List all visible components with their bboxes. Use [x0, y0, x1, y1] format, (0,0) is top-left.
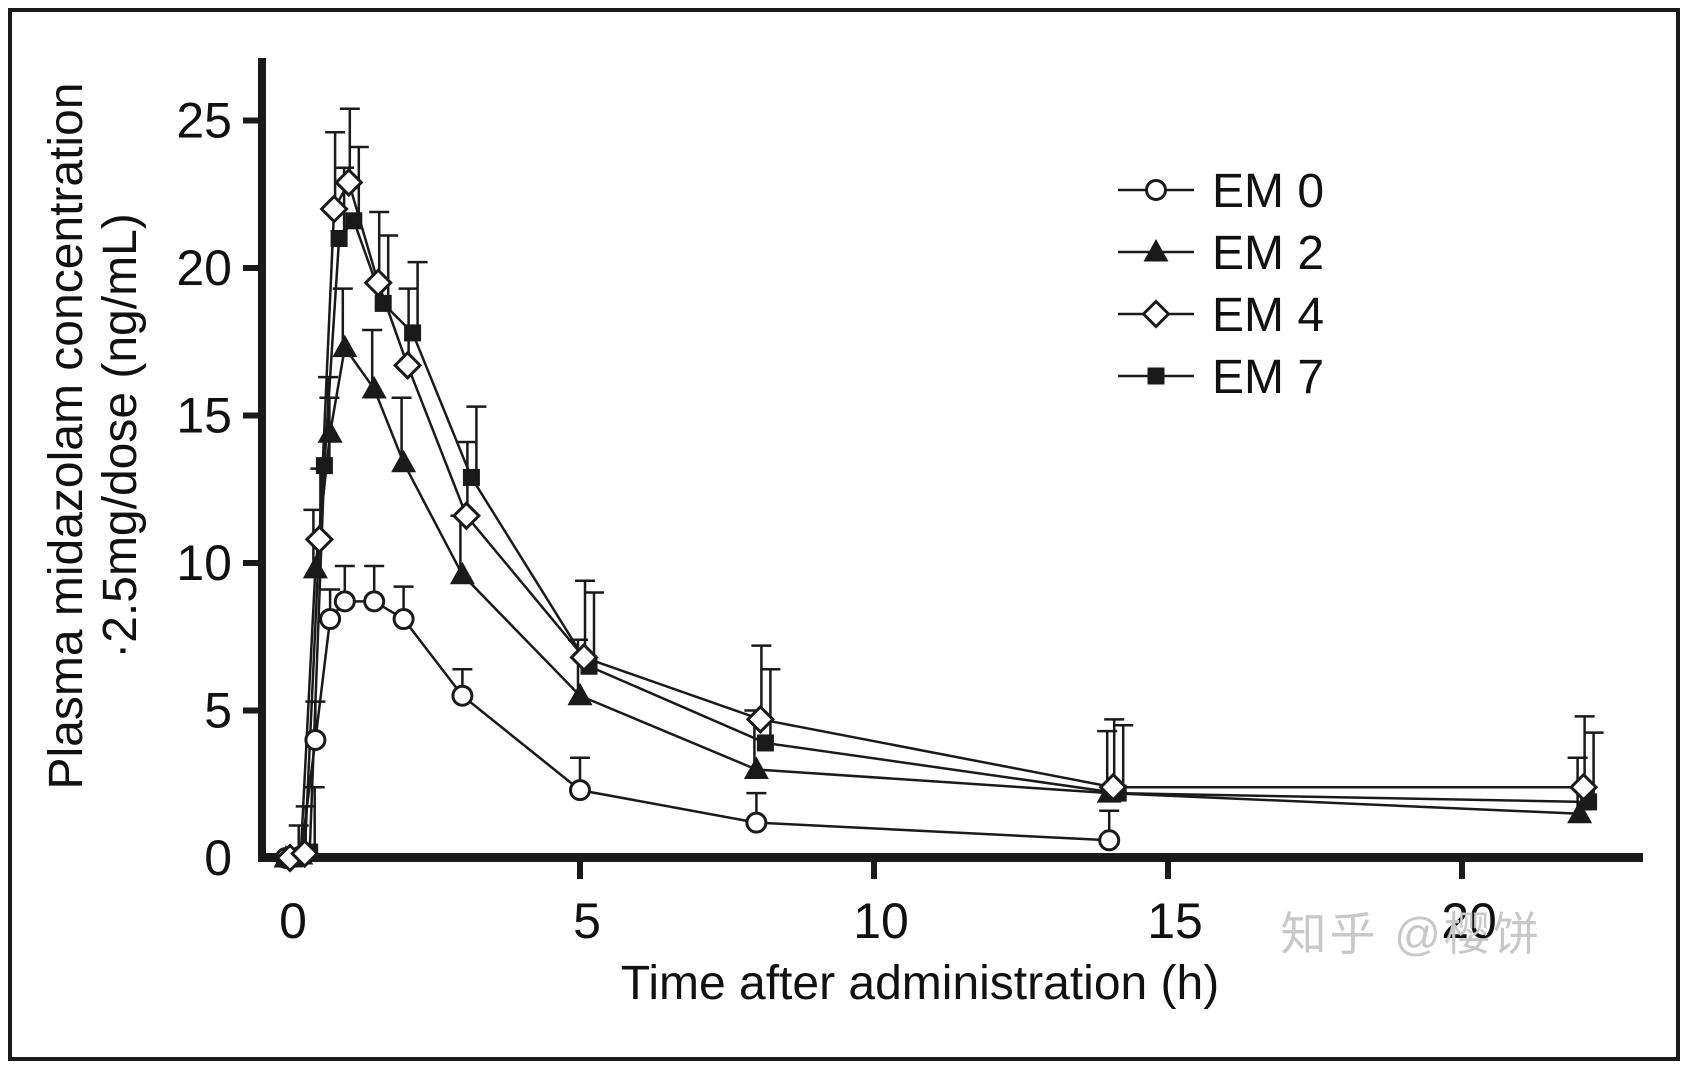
em-2-marker [302, 555, 328, 579]
legend-item-em-2: EM 2 [1118, 227, 1324, 280]
em-2-marker [1567, 800, 1593, 824]
legend-label: EM 0 [1212, 165, 1324, 218]
legend-item-em-0: EM 0 [1118, 165, 1324, 218]
em-7-marker [330, 230, 348, 247]
em-0-marker [319, 608, 342, 631]
em-7-marker [374, 294, 392, 312]
x-tick-label: 20 [1441, 893, 1497, 949]
legend-label: EM 2 [1212, 227, 1324, 280]
em-2-marker [743, 756, 769, 779]
x-tick-label: 10 [853, 893, 909, 949]
em-4-marker [334, 167, 364, 198]
y-tick-label: 15 [176, 388, 232, 444]
y-tick-label: 5 [204, 683, 232, 739]
em-2-marker [332, 334, 358, 358]
em-7-marker [462, 468, 480, 486]
em-0-marker [392, 608, 415, 631]
em-4-marker [451, 501, 482, 531]
em-4-marker [392, 350, 423, 380]
em-4-marker [319, 194, 349, 224]
x-axis: 0 5 10 15 20 [258, 853, 1643, 949]
legend-item-em-4: EM 4 [1118, 289, 1324, 342]
em-0-marker [745, 811, 768, 834]
legend-item-em-7: EM 7 [1118, 351, 1324, 404]
em-4-marker [363, 268, 393, 298]
em-2-marker [391, 449, 417, 473]
em-4-marker [1098, 772, 1128, 802]
em-2-marker [361, 375, 387, 399]
em-7-marker [315, 457, 333, 475]
em-7-marker [756, 734, 774, 752]
series-markers-em-0 [275, 590, 1121, 869]
x-tick-label: 0 [279, 893, 307, 949]
em-2-marker [449, 561, 475, 585]
legend-marker [1147, 367, 1165, 385]
em-0-marker [1098, 829, 1121, 852]
em-0-marker [569, 779, 591, 802]
series-line-em-0 [285, 600, 1110, 860]
legend-marker [1145, 179, 1167, 201]
em-4-marker [569, 642, 599, 673]
x-tick-label: 15 [1147, 893, 1203, 949]
y-tick-label: 25 [176, 93, 232, 149]
em-0-marker [304, 729, 327, 751]
error-bars [288, 107, 1604, 856]
em-0-marker [363, 590, 386, 613]
legend-marker [1143, 239, 1169, 262]
em-2-marker [567, 682, 593, 706]
legend-label: EM 7 [1212, 351, 1324, 404]
x-axis-title: Time after administration (h) [621, 957, 1219, 1010]
series-line-em-7 [294, 218, 1589, 860]
watermark: 知乎 @樱饼 [1280, 908, 1542, 960]
em-7-marker [345, 212, 363, 230]
y-axis: 0 5 10 15 20 25 [176, 58, 266, 886]
legend: EM 0 EM 2 EM 4 EM 7 [1118, 165, 1324, 404]
series-line-em-4 [289, 179, 1584, 860]
y-axis-line [258, 58, 266, 862]
y-tick-label: 10 [176, 535, 232, 591]
figure-border [8, 8, 1680, 1061]
series-line-em-2 [285, 344, 1580, 860]
series-markers-em-4 [275, 167, 1599, 873]
em-4-marker [304, 524, 335, 555]
em-0-marker [333, 590, 356, 613]
x-axis-line [258, 853, 1643, 862]
em-4-marker [290, 838, 320, 869]
y-tick-label: 20 [176, 240, 232, 296]
em-4-marker [745, 704, 776, 734]
y-axis-title: Plasma midazolam concentration·2.5mg/dos… [40, 83, 147, 790]
em-0-marker [451, 684, 474, 707]
legend-label: EM 4 [1212, 289, 1324, 342]
x-tick-label: 5 [573, 893, 601, 949]
em-4-marker [1568, 772, 1599, 802]
em-2-marker [317, 420, 343, 443]
y-tick-label: 0 [204, 830, 232, 886]
em-7-marker [404, 324, 422, 342]
legend-marker [1141, 299, 1171, 329]
